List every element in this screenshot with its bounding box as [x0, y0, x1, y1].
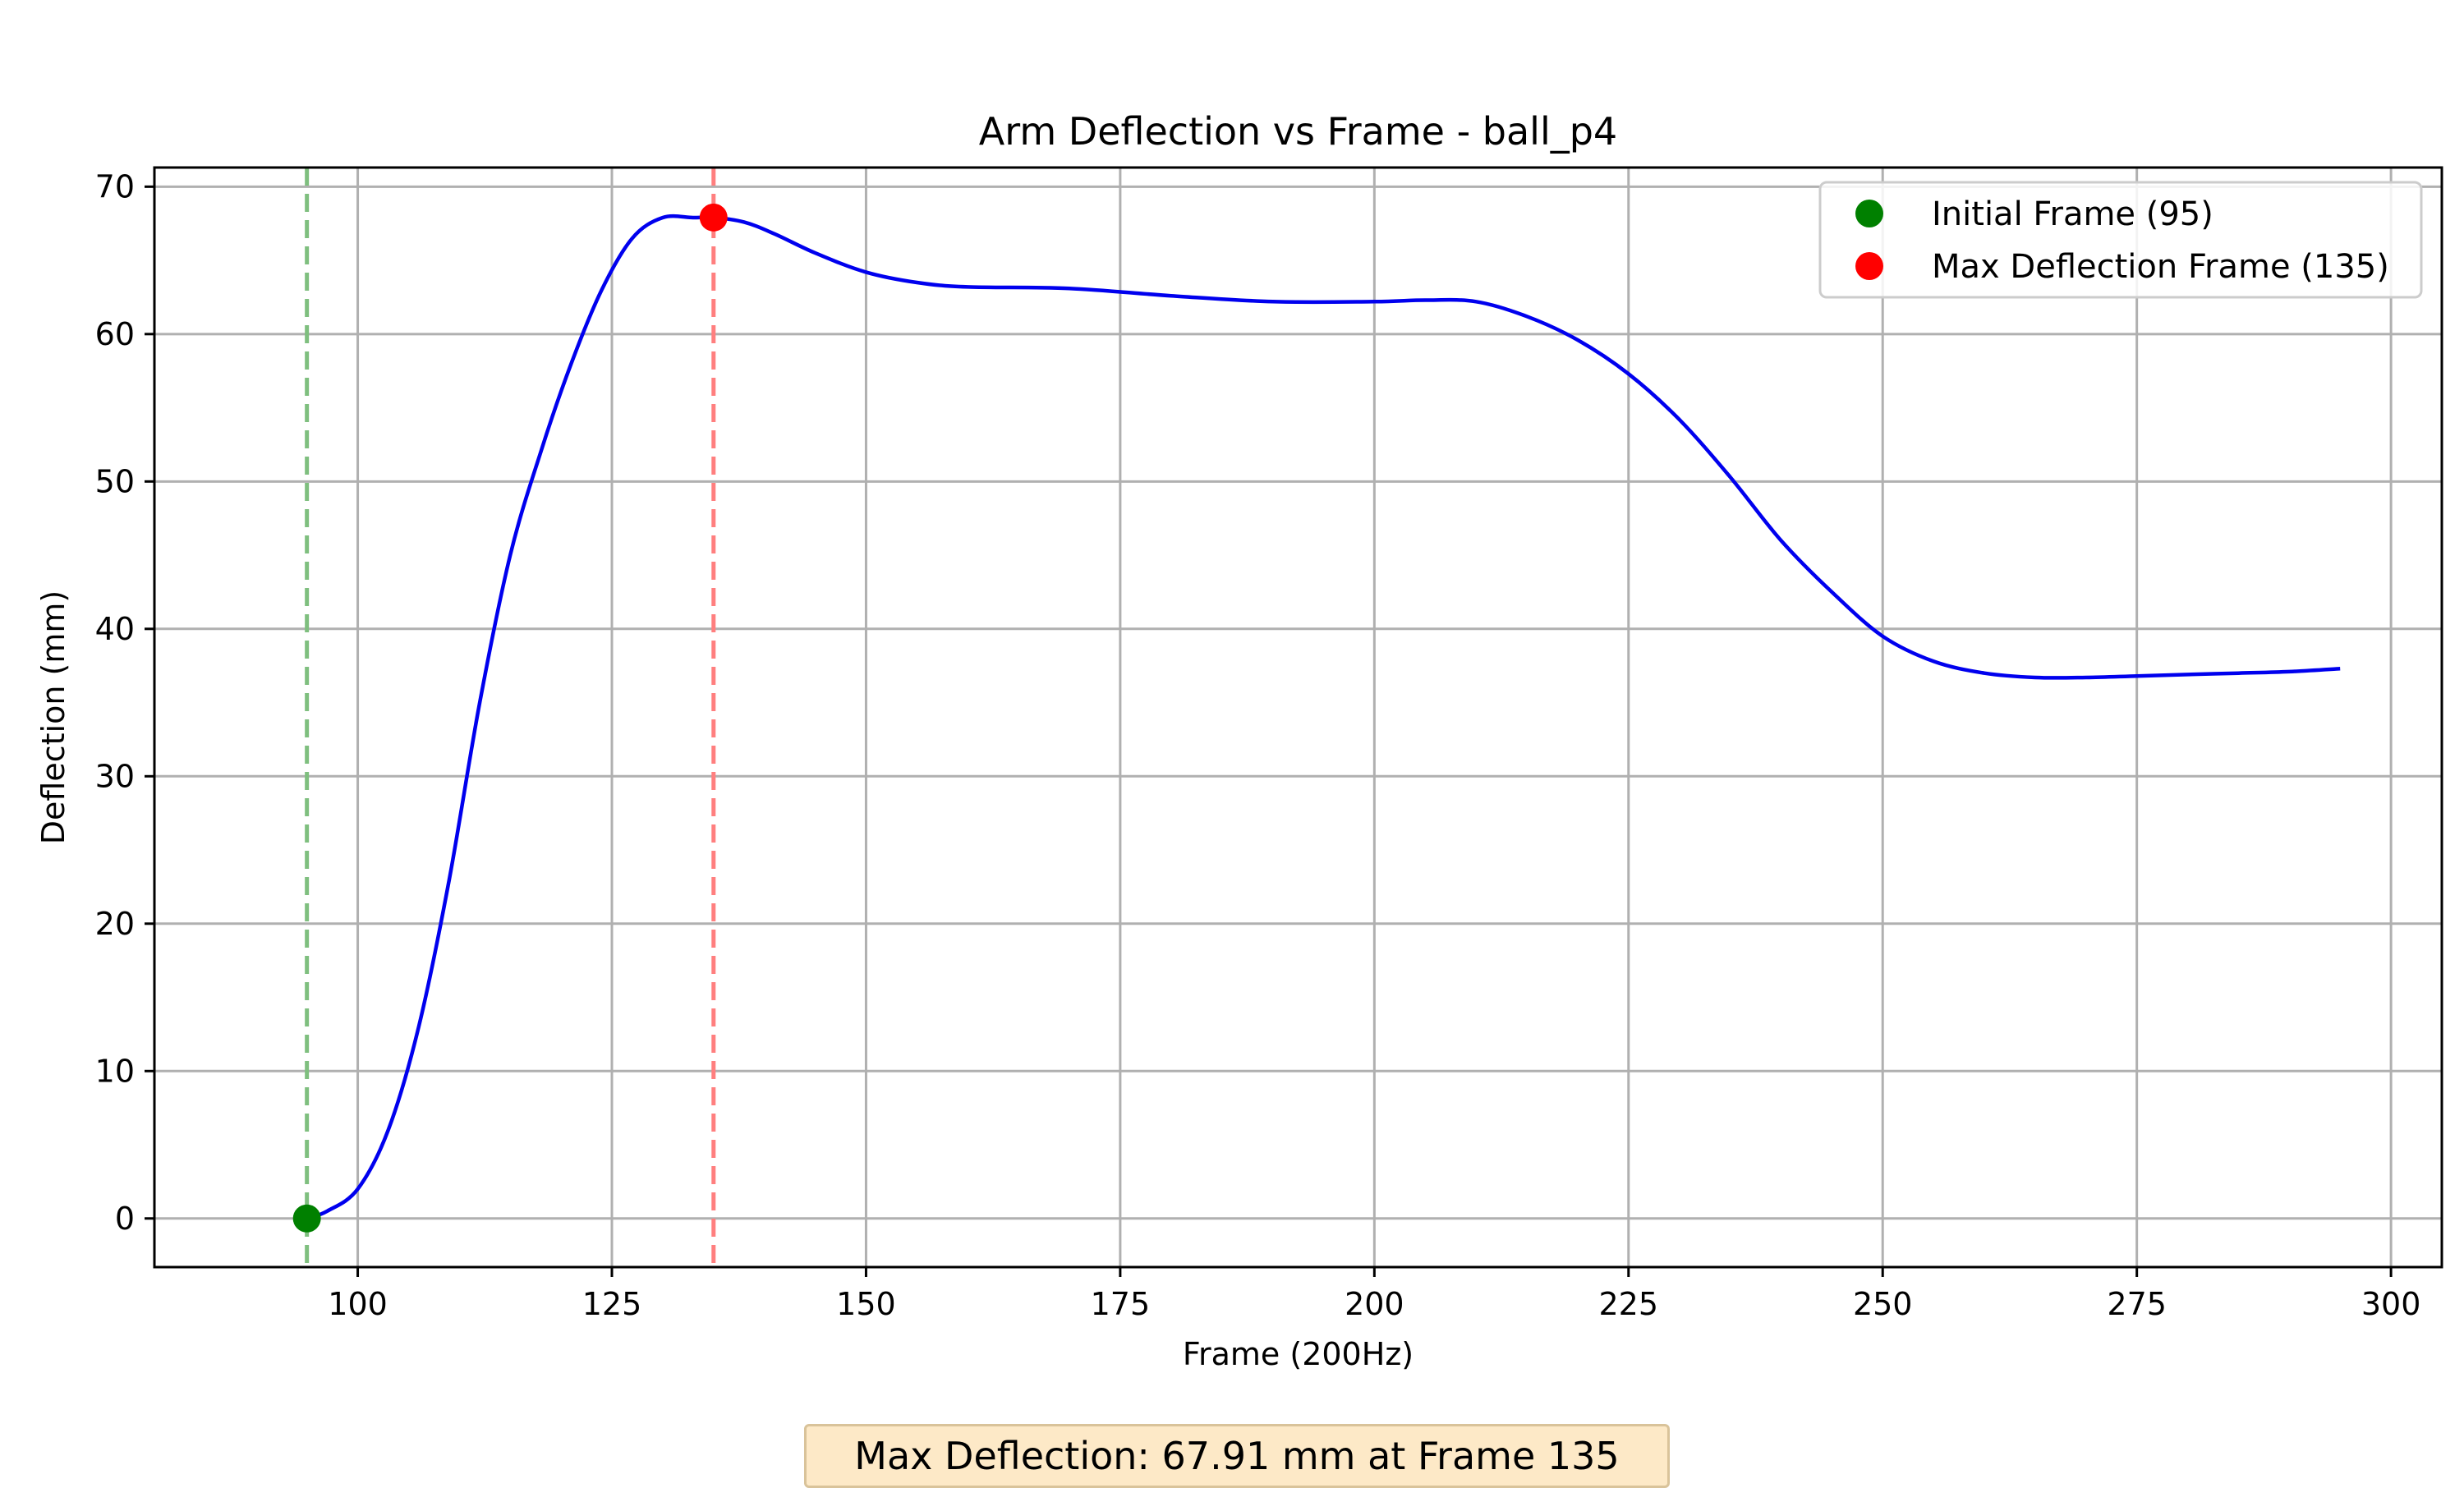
series-layer	[306, 214, 2341, 1220]
y-tick-label: 60	[95, 316, 135, 352]
legend-label: Max Deflection Frame (135)	[1932, 248, 2389, 286]
y-tick-label: 30	[95, 758, 135, 794]
markers-layer	[292, 203, 728, 1233]
legend-marker	[1855, 200, 1883, 227]
x-tick-label: 125	[582, 1286, 642, 1322]
x-tick-label: 200	[1345, 1286, 1404, 1322]
x-axis-label: Frame (200Hz)	[1183, 1336, 1414, 1372]
x-tick-label: 100	[328, 1286, 388, 1322]
chart-title: Arm Deflection vs Frame - ball_p4	[979, 109, 1617, 154]
x-axis-ticks: 100 125 150 175 200 225 250 275 300	[328, 1267, 2420, 1322]
plot-frame	[153, 166, 2443, 1269]
marker-point	[292, 1204, 321, 1233]
y-tick-label: 20	[95, 906, 135, 942]
y-tick-label: 40	[95, 611, 135, 647]
x-tick-label: 275	[2107, 1286, 2167, 1322]
x-tick-label: 150	[836, 1286, 896, 1322]
y-axis-label: Deflection (mm)	[35, 590, 71, 844]
y-tick-label: 0	[115, 1201, 135, 1237]
y-tick-label: 70	[95, 168, 135, 204]
y-tick-label: 50	[95, 463, 135, 499]
legend-box	[1818, 181, 2423, 299]
x-tick-label: 175	[1091, 1286, 1151, 1322]
x-tick-label: 250	[1853, 1286, 1913, 1322]
x-tick-label: 225	[1599, 1286, 1659, 1322]
y-axis-ticks: 0 10 20 30 40 50 60 70	[95, 168, 154, 1237]
grid	[154, 168, 2442, 1267]
max-deflection-annotation: Max Deflection: 67.91 mm at Frame 135	[804, 1424, 1670, 1488]
reference-lines	[305, 168, 716, 1267]
x-tick-label: 300	[2361, 1286, 2421, 1322]
legend: Initial Frame (95) Max Deflection Frame (…	[1818, 181, 2423, 299]
y-tick-label: 10	[95, 1053, 135, 1089]
deflection-line	[306, 214, 2341, 1220]
legend-marker	[1855, 252, 1883, 280]
legend-label: Initial Frame (95)	[1932, 195, 2213, 233]
marker-point	[699, 203, 728, 232]
